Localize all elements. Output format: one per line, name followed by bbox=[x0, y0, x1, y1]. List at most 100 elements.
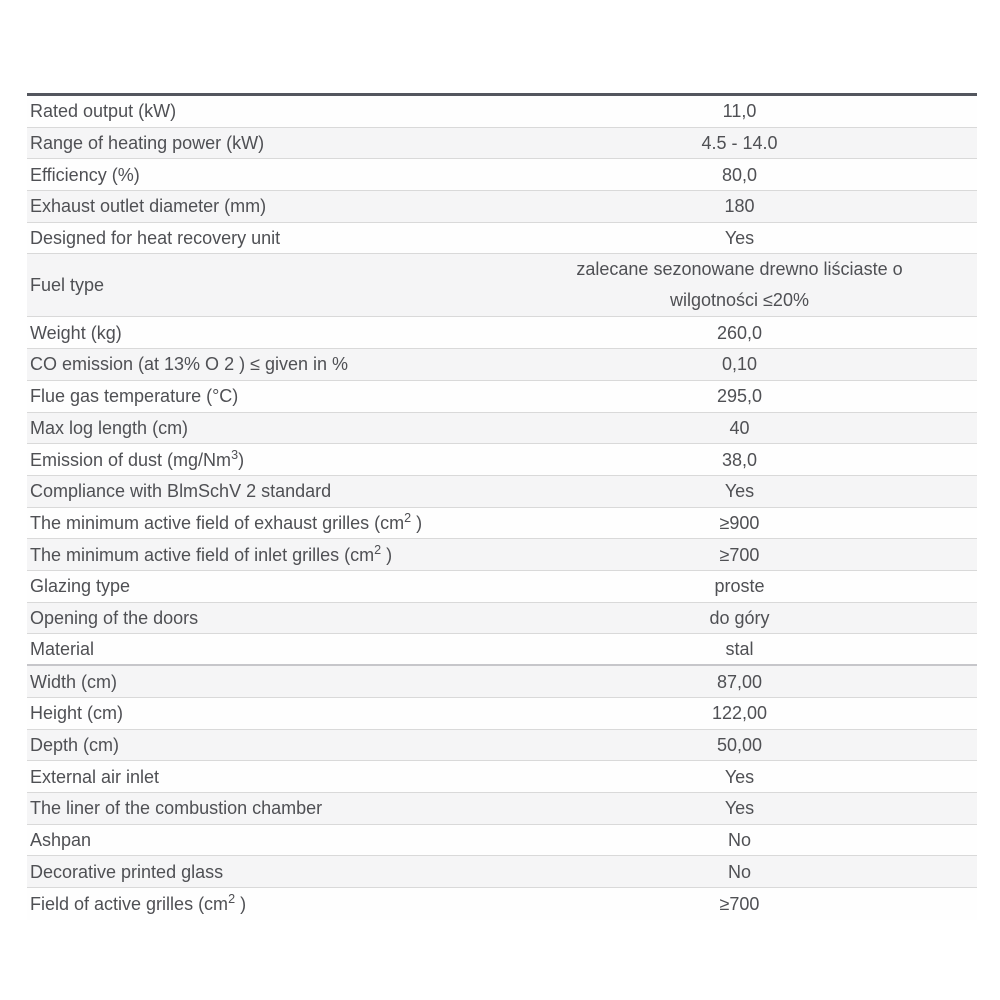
spec-label-text: Weight (kg) bbox=[30, 322, 122, 343]
spec-label-text: Compliance with BlmSchV 2 standard bbox=[30, 481, 332, 502]
spec-value: 180 bbox=[724, 196, 755, 217]
spec-row: The minimum active field of inlet grille… bbox=[27, 539, 977, 571]
spec-row: Opening of the doors do góry bbox=[27, 602, 977, 635]
spec-label-text: Rated output (kW) bbox=[30, 101, 177, 122]
spec-label-text: Emission of dust (mg/Nm bbox=[30, 449, 232, 470]
spec-label-text: Efficiency (%) bbox=[30, 164, 140, 185]
spec-label-text: Ashpan bbox=[30, 830, 92, 851]
spec-label-text: Max log length (cm) bbox=[30, 417, 189, 438]
spec-label-text: CO emission (at 13% O 2 ) ≤ given in % bbox=[30, 354, 348, 375]
spec-row: Emission of dust (mg/Nm3) 38,0 bbox=[27, 444, 977, 476]
spec-row: Material stal bbox=[27, 634, 977, 667]
spec-label: Range of heating power (kW) bbox=[27, 128, 502, 158]
spec-value: Yes bbox=[724, 481, 755, 502]
spec-label: Weight (kg) bbox=[27, 318, 502, 348]
spec-label: External air inlet bbox=[27, 762, 502, 792]
spec-value: stal bbox=[725, 639, 754, 660]
spec-label: Decorative printed glass bbox=[27, 857, 502, 887]
spec-label-text: Range of heating power (kW) bbox=[30, 133, 265, 154]
spec-value: 260,0 bbox=[716, 322, 763, 343]
spec-label: Designed for heat recovery unit bbox=[27, 223, 502, 253]
spec-label: Efficiency (%) bbox=[27, 160, 502, 190]
spec-value: 38,0 bbox=[721, 449, 758, 470]
spec-label: Max log length (cm) bbox=[27, 413, 502, 443]
spec-label: The minimum active field of exhaust gril… bbox=[27, 508, 502, 538]
spec-label-text: Opening of the doors bbox=[30, 607, 199, 628]
spec-label: The liner of the combustion chamber bbox=[27, 793, 502, 823]
spec-value: zalecane sezonowane drewno liściaste o wi… bbox=[502, 254, 977, 316]
spec-label-text: Width (cm) bbox=[30, 671, 117, 692]
spec-value: Yes bbox=[724, 798, 755, 819]
spec-label: Opening of the doors bbox=[27, 603, 502, 633]
spec-value: No bbox=[727, 830, 751, 851]
spec-row: Flue gas temperature (°C) 295,0 bbox=[27, 380, 977, 413]
spec-value: proste bbox=[714, 576, 765, 597]
spec-row: The liner of the combustion chamber Yes bbox=[27, 793, 977, 825]
spec-label-text: Depth (cm) bbox=[30, 735, 120, 756]
spec-value: 80,0 bbox=[721, 164, 758, 185]
spec-value: ≥700 bbox=[719, 893, 760, 914]
spec-label: Field of active grilles (cm2 ) bbox=[27, 889, 502, 919]
spec-row: Glazing type proste bbox=[27, 570, 977, 603]
spec-label-tail: ) bbox=[235, 893, 247, 914]
spec-label: Height (cm) bbox=[27, 698, 502, 728]
spec-row: Rated output (kW) 11,0 bbox=[27, 96, 977, 128]
spec-label: Compliance with BlmSchV 2 standard bbox=[27, 476, 502, 506]
spec-label: CO emission (at 13% O 2 ) ≤ given in % bbox=[27, 349, 502, 379]
spec-row: Designed for heat recovery unit Yes bbox=[27, 222, 977, 255]
spec-label-text: The minimum active field of exhaust gril… bbox=[30, 512, 405, 533]
spec-row: Height (cm) 122,00 bbox=[27, 698, 977, 730]
spec-row: Ashpan No bbox=[27, 824, 977, 857]
spec-label-text: Height (cm) bbox=[30, 703, 124, 724]
spec-label: Glazing type bbox=[27, 571, 502, 601]
spec-value: 87,00 bbox=[716, 671, 763, 692]
spec-label: The minimum active field of inlet grille… bbox=[27, 540, 502, 570]
spec-row: CO emission (at 13% O 2 ) ≤ given in % 0… bbox=[27, 349, 977, 381]
spec-row: External air inlet Yes bbox=[27, 761, 977, 794]
spec-label-text: Decorative printed glass bbox=[30, 861, 224, 882]
spec-label-text: Material bbox=[30, 639, 95, 660]
spec-row: Weight (kg) 260,0 bbox=[27, 317, 977, 350]
spec-label: Ashpan bbox=[27, 825, 502, 855]
spec-value-line: wilgotności ≤20% bbox=[670, 290, 809, 311]
spec-row: The minimum active field of exhaust gril… bbox=[27, 507, 977, 540]
spec-row: Compliance with BlmSchV 2 standard Yes bbox=[27, 475, 977, 508]
spec-value: ≥700 bbox=[719, 544, 760, 565]
spec-value: 50,00 bbox=[716, 735, 763, 756]
spec-row: Decorative printed glass No bbox=[27, 856, 977, 889]
spec-label-superscript: 2 bbox=[374, 542, 382, 557]
spec-label-text: Designed for heat recovery unit bbox=[30, 228, 281, 249]
spec-row: Efficiency (%) 80,0 bbox=[27, 159, 977, 192]
spec-value: do góry bbox=[709, 607, 770, 628]
spec-label-text: The minimum active field of inlet grille… bbox=[30, 544, 375, 565]
spec-label-tail: ) bbox=[411, 512, 423, 533]
spec-value: 122,00 bbox=[711, 703, 768, 724]
spec-label-superscript: 2 bbox=[404, 510, 412, 525]
spec-value: 295,0 bbox=[716, 386, 763, 407]
spec-label-text: The liner of the combustion chamber bbox=[30, 798, 323, 819]
spec-label: Rated output (kW) bbox=[27, 96, 502, 126]
spec-row: Width (cm) 87,00 bbox=[27, 666, 977, 698]
spec-row: Exhaust outlet diameter (mm) 180 bbox=[27, 191, 977, 223]
spec-label: Fuel type bbox=[27, 270, 502, 300]
spec-row: Range of heating power (kW) 4.5 - 14.0 bbox=[27, 127, 977, 160]
spec-label-text: Exhaust outlet diameter (mm) bbox=[30, 196, 267, 217]
spec-label-text: Glazing type bbox=[30, 576, 131, 597]
spec-value: 4.5 - 14.0 bbox=[701, 133, 778, 154]
spec-label-superscript: 2 bbox=[228, 891, 236, 906]
spec-value: 11,0 bbox=[722, 101, 757, 122]
spec-label: Material bbox=[27, 634, 502, 664]
specification-table: Rated output (kW) 11,0 Range of heating … bbox=[27, 93, 977, 920]
spec-value: 0,10 bbox=[721, 354, 758, 375]
spec-row: Field of active grilles (cm2 ) ≥700 bbox=[27, 888, 977, 920]
spec-label-text: Fuel type bbox=[30, 275, 105, 296]
spec-value-line: zalecane sezonowane drewno liściaste o bbox=[576, 259, 903, 280]
spec-value: No bbox=[727, 861, 751, 882]
spec-label: Emission of dust (mg/Nm3) bbox=[27, 445, 502, 475]
spec-label: Exhaust outlet diameter (mm) bbox=[27, 191, 502, 221]
spec-row: Depth (cm) 50,00 bbox=[27, 729, 977, 762]
spec-label-text: Flue gas temperature (°C) bbox=[30, 386, 239, 407]
spec-label: Depth (cm) bbox=[27, 730, 502, 760]
spec-value: 40 bbox=[729, 417, 750, 438]
spec-label-text: External air inlet bbox=[30, 766, 160, 787]
